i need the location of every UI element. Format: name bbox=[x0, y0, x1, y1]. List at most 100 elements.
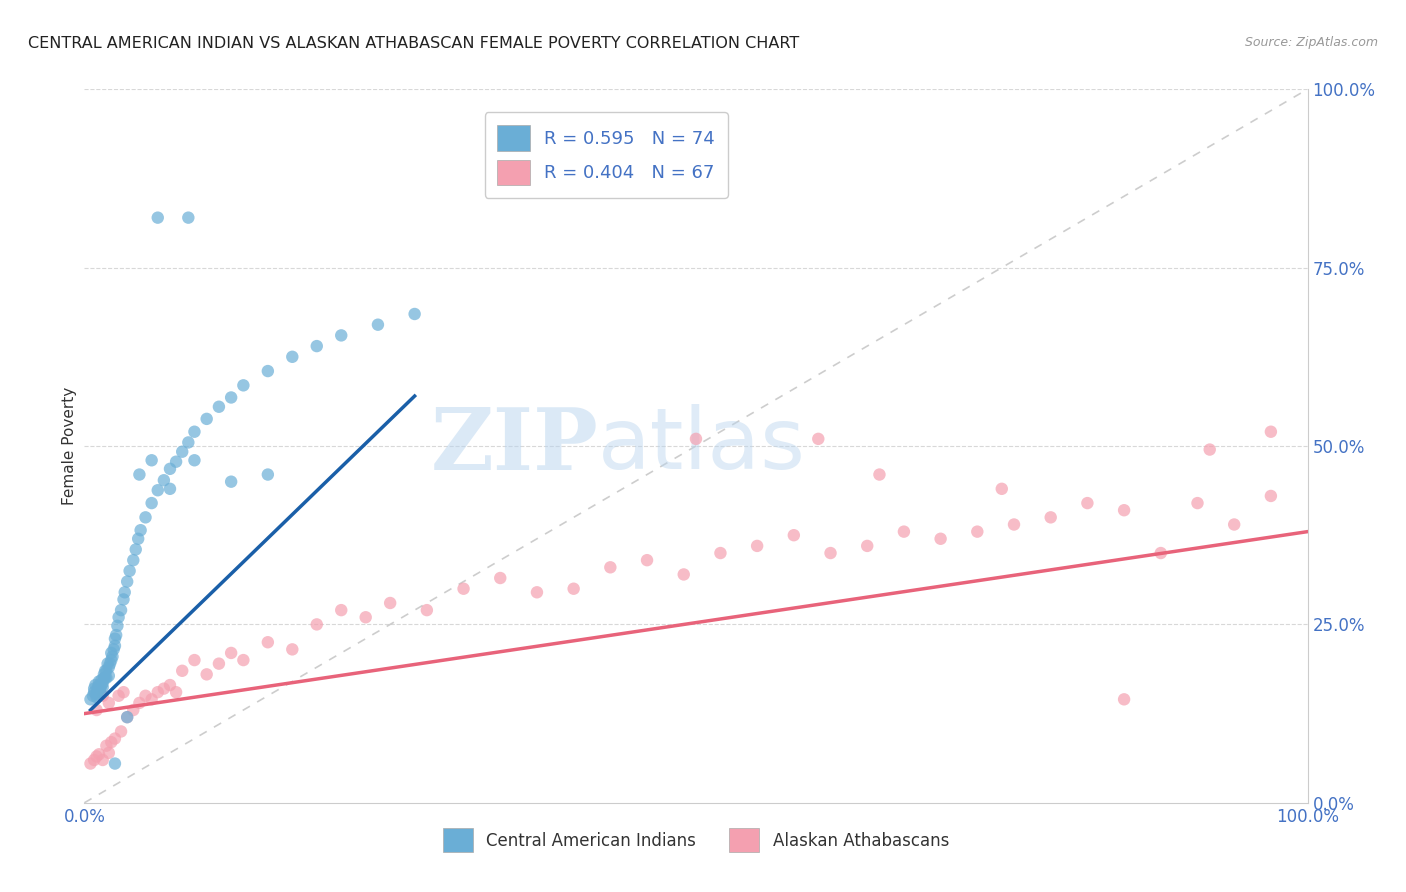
Point bbox=[107, 610, 129, 624]
Point bbox=[91, 676, 114, 690]
Point bbox=[87, 680, 110, 694]
Point bbox=[115, 574, 138, 589]
Point bbox=[208, 657, 231, 671]
Point bbox=[380, 596, 402, 610]
Point bbox=[219, 646, 242, 660]
Point bbox=[86, 687, 108, 701]
Point bbox=[257, 467, 280, 482]
Point bbox=[135, 689, 157, 703]
Point bbox=[966, 524, 988, 539]
Point bbox=[96, 739, 118, 753]
Point bbox=[79, 692, 101, 706]
Point bbox=[112, 685, 135, 699]
Point bbox=[97, 746, 120, 760]
Point bbox=[97, 669, 120, 683]
Point bbox=[129, 523, 152, 537]
Point bbox=[100, 735, 122, 749]
Point bbox=[94, 664, 117, 678]
Point bbox=[104, 639, 127, 653]
Point bbox=[159, 482, 181, 496]
Point bbox=[135, 510, 157, 524]
Point bbox=[599, 560, 621, 574]
Point bbox=[103, 642, 125, 657]
Point bbox=[1114, 692, 1136, 706]
Point bbox=[98, 657, 121, 671]
Point bbox=[183, 453, 205, 467]
Point bbox=[93, 671, 115, 685]
Point bbox=[172, 664, 194, 678]
Point bbox=[105, 628, 128, 642]
Point bbox=[146, 483, 169, 498]
Point bbox=[104, 756, 127, 771]
Point bbox=[783, 528, 806, 542]
Point bbox=[159, 678, 181, 692]
Point bbox=[1114, 503, 1136, 517]
Point bbox=[114, 585, 136, 599]
Point bbox=[367, 318, 389, 332]
Point bbox=[100, 653, 122, 667]
Point bbox=[105, 619, 128, 633]
Point bbox=[416, 603, 439, 617]
Point bbox=[118, 564, 141, 578]
Point bbox=[991, 482, 1014, 496]
Point bbox=[1223, 517, 1246, 532]
Point bbox=[195, 667, 218, 681]
Point bbox=[141, 692, 163, 706]
Point bbox=[146, 685, 169, 699]
Point bbox=[96, 671, 118, 685]
Point bbox=[404, 307, 426, 321]
Point bbox=[101, 649, 124, 664]
Point bbox=[172, 444, 194, 458]
Point bbox=[257, 635, 280, 649]
Point bbox=[141, 496, 163, 510]
Point bbox=[159, 462, 181, 476]
Legend: Central American Indians, Alaskan Athabascans: Central American Indians, Alaskan Athaba… bbox=[436, 822, 956, 859]
Point bbox=[195, 412, 218, 426]
Point bbox=[453, 582, 475, 596]
Point bbox=[91, 680, 114, 694]
Point bbox=[87, 685, 110, 699]
Point bbox=[122, 553, 145, 567]
Point bbox=[1198, 442, 1220, 457]
Point bbox=[87, 674, 110, 689]
Point bbox=[104, 632, 127, 646]
Point bbox=[747, 539, 769, 553]
Point bbox=[869, 467, 891, 482]
Point bbox=[305, 617, 328, 632]
Point bbox=[84, 678, 107, 692]
Point bbox=[1260, 425, 1282, 439]
Point bbox=[219, 391, 242, 405]
Point bbox=[128, 467, 150, 482]
Point bbox=[165, 455, 187, 469]
Point bbox=[125, 542, 148, 557]
Point bbox=[281, 642, 304, 657]
Point bbox=[83, 681, 105, 696]
Point bbox=[1039, 510, 1062, 524]
Text: CENTRAL AMERICAN INDIAN VS ALASKAN ATHABASCAN FEMALE POVERTY CORRELATION CHART: CENTRAL AMERICAN INDIAN VS ALASKAN ATHAB… bbox=[28, 36, 800, 51]
Point bbox=[122, 703, 145, 717]
Point bbox=[86, 690, 108, 705]
Point bbox=[87, 747, 110, 762]
Text: ZIP: ZIP bbox=[430, 404, 598, 488]
Y-axis label: Female Poverty: Female Poverty bbox=[62, 387, 77, 505]
Point bbox=[100, 646, 122, 660]
Point bbox=[141, 453, 163, 467]
Point bbox=[526, 585, 548, 599]
Point bbox=[177, 211, 200, 225]
Point bbox=[91, 689, 114, 703]
Point bbox=[153, 681, 176, 696]
Point bbox=[128, 696, 150, 710]
Point bbox=[636, 553, 658, 567]
Point bbox=[86, 749, 108, 764]
Point bbox=[107, 689, 129, 703]
Point bbox=[96, 664, 118, 678]
Point bbox=[1150, 546, 1173, 560]
Point bbox=[354, 610, 377, 624]
Point bbox=[208, 400, 231, 414]
Point bbox=[893, 524, 915, 539]
Point bbox=[115, 710, 138, 724]
Point bbox=[489, 571, 512, 585]
Point bbox=[83, 685, 105, 699]
Point bbox=[856, 539, 879, 553]
Point bbox=[112, 592, 135, 607]
